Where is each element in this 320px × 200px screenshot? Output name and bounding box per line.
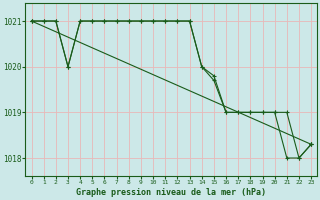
X-axis label: Graphe pression niveau de la mer (hPa): Graphe pression niveau de la mer (hPa) (76, 188, 266, 197)
